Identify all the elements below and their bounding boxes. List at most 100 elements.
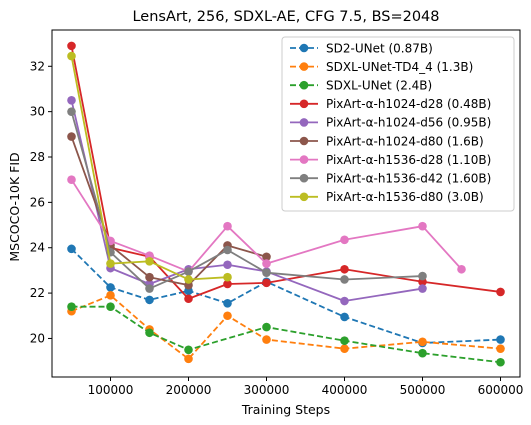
data-point-8-4: [223, 272, 232, 282]
data-point-7-5: [262, 268, 271, 277]
series-7: [67, 107, 427, 293]
data-point-6-5: [262, 259, 271, 268]
chart-title: LensArt, 256, SDXL-AE, CFG 7.5, BS=2048: [132, 9, 439, 25]
legend-box: [281, 36, 515, 212]
legend-entry-8: PixArt-α-h1536-d80 (3.0B): [290, 190, 484, 204]
data-point-3-4: [223, 279, 232, 289]
legend-entry-4: PixArt-α-h1024-d56 (0.95B): [290, 116, 491, 130]
data-point-6-7: [418, 221, 427, 231]
data-point-0-0: [67, 244, 76, 254]
legend-marker-2: [299, 80, 309, 90]
data-point-2-3: [184, 345, 193, 355]
data-point-2-5: [340, 336, 349, 346]
data-point-3-6: [340, 264, 349, 274]
data-point-1-8: [496, 344, 505, 353]
data-point-6-4: [223, 221, 232, 231]
series-5: [67, 132, 271, 290]
x-tick-label-4: 500000: [400, 383, 446, 397]
series-line-1: [71, 294, 501, 360]
legend-marker-7: [299, 173, 309, 183]
y-tick-label-6: 32: [30, 59, 45, 73]
data-point-4-7: [418, 284, 427, 293]
y-axis-label: MSCOCO-10K FID: [7, 152, 22, 261]
data-point-2-1: [106, 302, 115, 311]
data-point-1-6: [340, 344, 349, 353]
legend: SD2-UNet (0.87B) SDXL-UNet-TD4_4 (1.3B) SD…: [281, 36, 515, 212]
series-8: [67, 51, 232, 284]
legend-label-6: PixArt-α-h1536-d28 (1.10B): [326, 153, 491, 167]
data-point-6-0: [67, 175, 76, 184]
data-point-2-0: [67, 302, 76, 311]
data-point-1-7: [418, 337, 427, 347]
data-point-5-2: [145, 272, 154, 282]
series-2: [67, 302, 505, 367]
legend-label-7: PixArt-α-h1536-d42 (1.60B): [326, 172, 491, 186]
legend-label-5: PixArt-α-h1024-d80 (1.6B): [326, 134, 484, 148]
legend-label-8: PixArt-α-h1536-d80 (3.0B): [326, 190, 484, 204]
legend-entry-2: SDXL-UNet (2.4B): [290, 79, 432, 93]
data-point-1-3: [184, 354, 193, 364]
series-line-4: [70, 100, 423, 302]
y-tick-label-3: 26: [30, 195, 45, 209]
plot-frame: [51, 29, 521, 378]
y-tick-label-0: 20: [30, 331, 45, 345]
data-point-2-6: [418, 348, 427, 358]
legend-marker-4: [299, 118, 309, 127]
x-tick-label-5: 600000: [478, 383, 524, 397]
legend-label-2: SDXL-UNet (2.4B): [326, 79, 432, 93]
y-tick-label-4: 28: [30, 150, 45, 164]
x-tick-label-1: 200000: [166, 383, 212, 397]
data-point-1-4: [223, 311, 232, 321]
x-axis-label: Training Steps: [241, 402, 330, 417]
data-point-8-1: [106, 259, 115, 268]
legend-label-3: PixArt-α-h1024-d28 (0.48B): [326, 97, 491, 111]
data-point-3-8: [496, 287, 505, 297]
data-point-6-8: [457, 264, 466, 274]
y-tick-label-2: 24: [30, 241, 45, 255]
data-point-3-0: [67, 41, 76, 51]
legend-marker-1: [299, 62, 309, 71]
legend-marker-5: [299, 136, 309, 146]
legend-label-1: SDXL-UNet-TD4_4 (1.3B): [326, 60, 473, 74]
data-point-4-6: [340, 296, 349, 306]
y-tick-label-1: 22: [30, 286, 45, 300]
y-tick-label-5: 30: [30, 105, 45, 119]
data-point-8-2: [145, 257, 154, 266]
legend-entry-3: PixArt-α-h1024-d28 (0.48B): [290, 97, 491, 111]
legend-label-4: PixArt-α-h1024-d56 (0.95B): [326, 116, 491, 130]
data-point-7-2: [145, 284, 154, 293]
legend-marker-8: [299, 192, 309, 202]
legend-marker-6: [299, 155, 309, 164]
data-point-0-6: [340, 312, 349, 322]
data-point-0-2: [145, 295, 154, 305]
data-point-8-0: [67, 51, 76, 61]
data-point-7-3: [184, 267, 193, 276]
data-point-5-0: [67, 132, 76, 141]
legend-entry-5: PixArt-α-h1024-d80 (1.6B): [290, 134, 484, 148]
plot-area: 100000 200000 300000 400000 500000 600000 20 22…: [30, 29, 524, 397]
data-point-8-3: [184, 275, 193, 284]
data-point-0-1: [106, 283, 115, 292]
data-point-2-4: [262, 322, 271, 332]
legend-marker-3: [299, 99, 309, 109]
data-point-3-5: [262, 278, 271, 288]
data-point-6-6: [340, 235, 349, 245]
data-point-1-5: [262, 335, 271, 344]
series-line-7: [70, 111, 423, 290]
data-point-0-8: [496, 335, 505, 344]
series-1: [67, 291, 505, 364]
legend-label-0: SD2-UNet (0.87B): [326, 41, 433, 55]
x-tick-label-2: 300000: [244, 383, 290, 397]
series-line-2: [71, 305, 501, 364]
legend-marker-0: [299, 43, 309, 53]
data-point-5-5: [262, 252, 271, 262]
data-point-4-4: [223, 260, 232, 270]
legend-entry-1: SDXL-UNet-TD4_4 (1.3B): [290, 60, 473, 74]
data-point-7-7: [418, 271, 427, 281]
data-point-7-0: [67, 107, 76, 116]
legend-entry-6: PixArt-α-h1536-d28 (1.10B): [290, 153, 491, 167]
data-point-7-6: [340, 275, 349, 284]
data-point-3-3: [184, 294, 193, 304]
